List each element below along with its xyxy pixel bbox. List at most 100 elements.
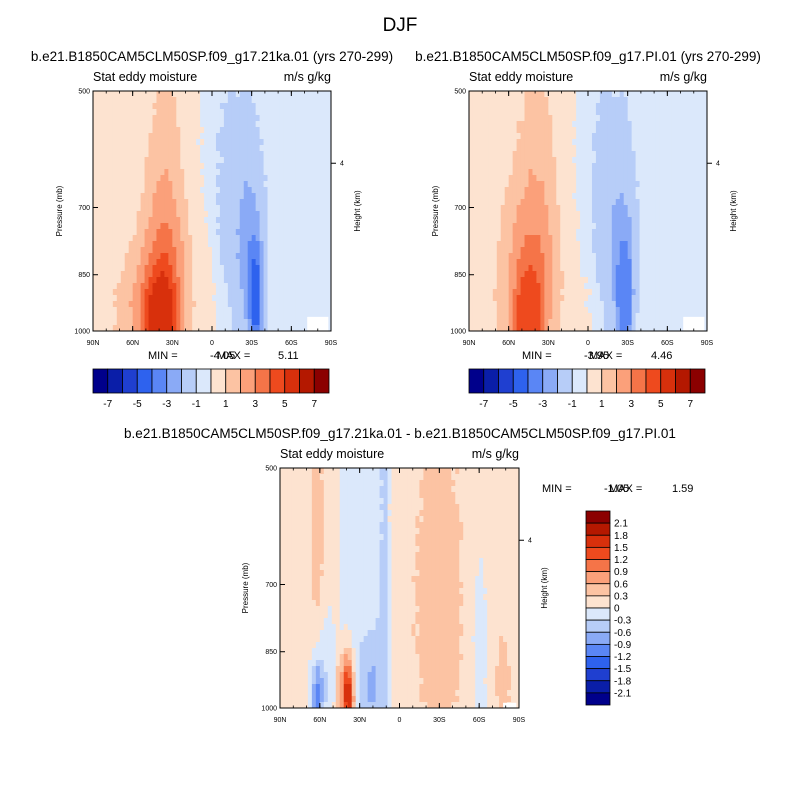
- contour-cell: [540, 265, 545, 272]
- contour-cell: [687, 121, 692, 128]
- contour-cell: [520, 253, 526, 260]
- contour-cell: [639, 169, 645, 176]
- contour-cell: [591, 259, 597, 266]
- contour-cell: [231, 193, 237, 200]
- contour-cell: [311, 133, 316, 140]
- contour-cell: [548, 205, 553, 212]
- contour-cell: [520, 235, 526, 242]
- contour-cell: [263, 283, 269, 290]
- contour-cell: [128, 217, 134, 224]
- contour-cell: [631, 229, 637, 236]
- contour-cell: [212, 145, 217, 152]
- contour-cell: [496, 259, 502, 266]
- contour-cell: [588, 115, 593, 122]
- contour-cell: [699, 241, 704, 248]
- contour-cell: [215, 319, 221, 326]
- contour-cell: [299, 133, 304, 140]
- contour-cell: [323, 235, 328, 242]
- contour-cell: [215, 91, 221, 98]
- contour-cell: [516, 295, 522, 302]
- contour-cell: [512, 199, 518, 206]
- contour-cell: [239, 139, 245, 146]
- contour-cell: [472, 169, 478, 176]
- contour-cell: [283, 307, 288, 314]
- contour-cell: [651, 241, 657, 248]
- contour-cell: [93, 229, 98, 236]
- contour-cell: [156, 241, 162, 248]
- contour-cell: [679, 325, 684, 331]
- contour-cell: [532, 211, 538, 218]
- contour-cell: [615, 313, 621, 320]
- contour-cell: [323, 187, 328, 194]
- panel1-max-label: MAX =: [217, 350, 250, 362]
- contour-cell: [611, 175, 617, 182]
- contour-cell: [611, 139, 617, 146]
- contour-cell: [695, 175, 700, 182]
- contour-cell: [124, 187, 130, 194]
- contour-cell: [469, 259, 474, 266]
- contour-cell: [231, 211, 237, 218]
- contour-cell: [584, 163, 589, 170]
- contour-cell: [627, 187, 633, 194]
- contour-cell: [208, 193, 213, 200]
- contour-cell: [492, 253, 498, 260]
- contour-cell: [144, 151, 150, 158]
- contour-cell: [144, 163, 150, 170]
- contour-cell: [703, 307, 707, 314]
- contour-cell: [124, 205, 130, 212]
- contour-cell: [520, 133, 526, 140]
- contour-cell: [472, 313, 478, 320]
- contour-cell: [148, 325, 154, 331]
- contour-cell: [192, 235, 197, 242]
- contour-cell: [160, 253, 165, 260]
- contour-cell: [663, 319, 668, 326]
- contour-cell: [275, 199, 281, 206]
- contour-cell: [540, 271, 545, 278]
- contour-cell: [588, 163, 593, 170]
- contour-cell: [595, 109, 601, 116]
- contour-cell: [544, 217, 549, 224]
- contour-cell: [96, 241, 102, 248]
- contour-cell: [299, 313, 304, 320]
- contour-cell: [599, 211, 605, 218]
- contour-cell: [595, 121, 601, 128]
- contour-cell: [584, 295, 589, 302]
- contour-cell: [488, 295, 494, 302]
- contour-cell: [695, 283, 700, 290]
- contour-cell: [263, 247, 269, 254]
- contour-cell: [599, 157, 605, 164]
- contour-cell: [504, 157, 510, 164]
- contour-cell: [323, 295, 328, 302]
- contour-cell: [283, 151, 288, 158]
- contour-cell: [520, 163, 526, 170]
- contour-cell: [160, 247, 165, 254]
- contour-cell: [188, 157, 193, 164]
- contour-cell: [591, 109, 597, 116]
- contour-cell: [128, 151, 134, 158]
- contour-cell: [283, 91, 288, 98]
- panel2-min-value: -3.95: [584, 350, 609, 362]
- contour-cell: [520, 121, 526, 128]
- contour-cell: [136, 217, 142, 224]
- contour-cell: [231, 265, 237, 272]
- contour-cell: [255, 169, 261, 176]
- contour-cell: [132, 271, 138, 278]
- contour-cell: [196, 139, 201, 146]
- figure-title: DJF: [383, 15, 418, 36]
- contour-cell: [528, 307, 534, 314]
- contour-cell: [327, 151, 331, 158]
- contour-cell: [144, 109, 150, 116]
- contour-cell: [683, 217, 688, 224]
- contour-cell: [164, 181, 169, 188]
- contour-cell: [168, 115, 173, 122]
- contour-cell: [307, 307, 312, 314]
- contour-cell: [319, 127, 324, 134]
- contour-cell: [96, 307, 102, 314]
- contour-cell: [204, 193, 209, 200]
- contour-cell: [524, 103, 530, 110]
- contour-cell: [508, 109, 514, 116]
- contour-cell: [116, 121, 122, 128]
- contour-cell: [323, 127, 328, 134]
- contour-cell: [675, 97, 680, 104]
